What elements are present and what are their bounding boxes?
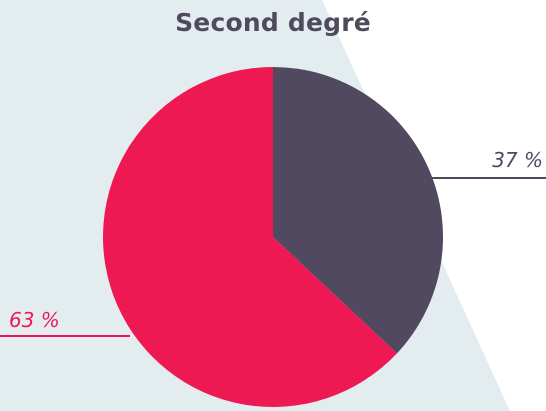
pie-slices	[103, 67, 444, 407]
pie-slice-37	[273, 67, 444, 354]
data-label-37: 37 %	[492, 148, 543, 172]
data-label-63: 63 %	[9, 308, 60, 332]
pie-slice-63	[103, 67, 397, 407]
pie-labels: 37 % 63 %	[9, 148, 543, 332]
chart-title: Second degré	[175, 8, 371, 37]
pie-leader-lines	[0, 177, 546, 337]
